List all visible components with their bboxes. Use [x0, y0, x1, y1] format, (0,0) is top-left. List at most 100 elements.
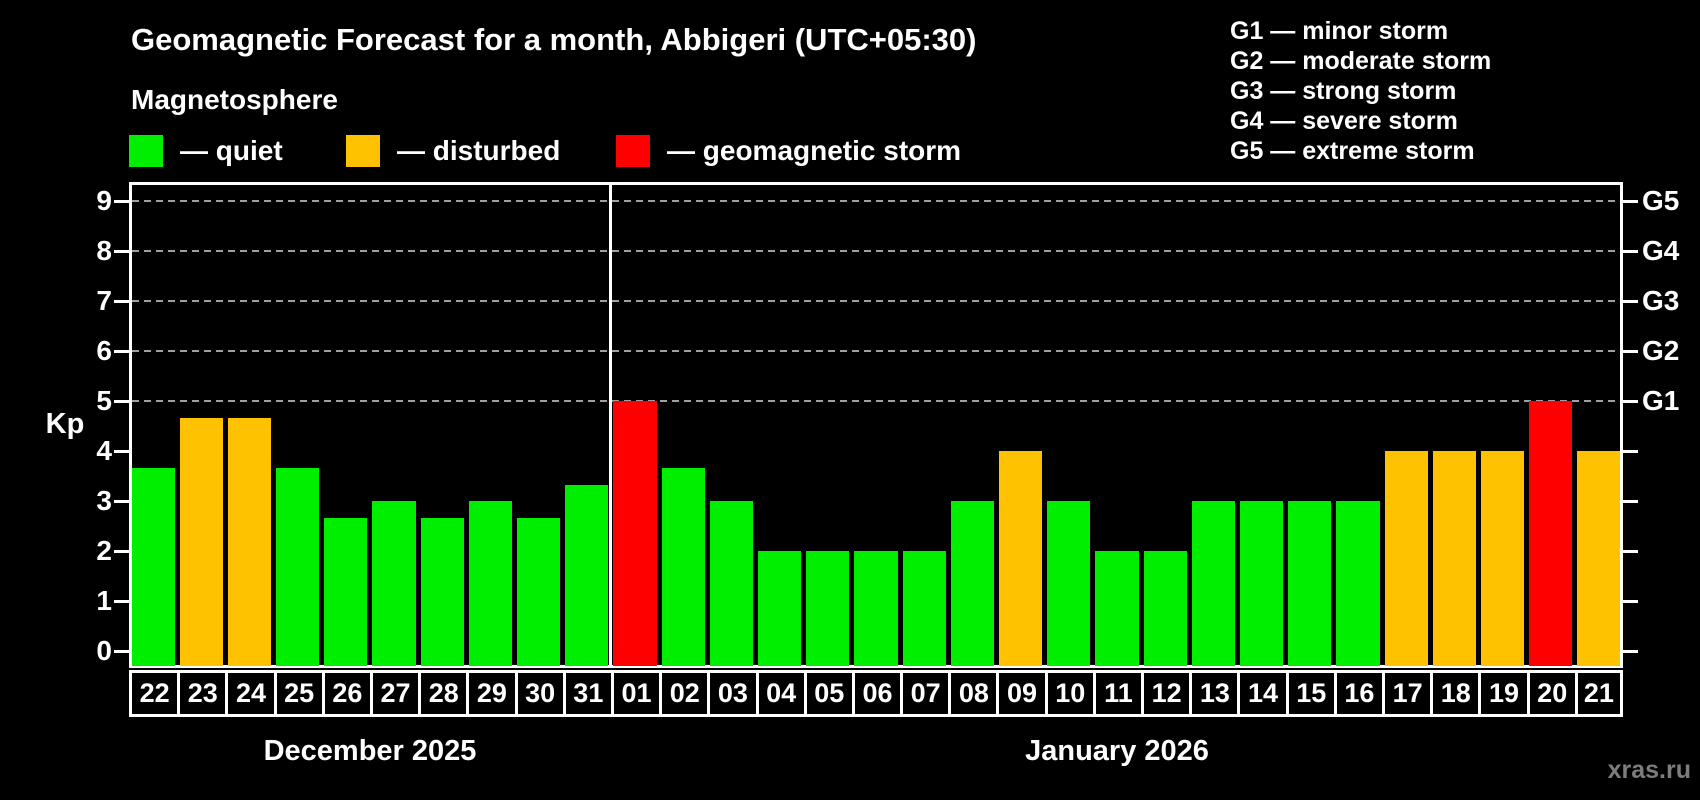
- y-tick-left: [114, 299, 129, 303]
- date-cell: 08: [948, 670, 1000, 717]
- month-label: January 2026: [1025, 735, 1209, 767]
- y-tick-label: 1: [96, 585, 112, 616]
- date-cell: 10: [1044, 670, 1096, 717]
- y-tick-right: [1623, 299, 1638, 303]
- legend-item-storm: — geomagnetic storm: [616, 135, 961, 167]
- y-tick-right: [1623, 199, 1638, 203]
- kp-bar: [1143, 551, 1187, 666]
- legend-label-storm: — geomagnetic storm: [667, 135, 962, 166]
- g-scale-label: G5: [1642, 185, 1680, 216]
- kp-bar: [1529, 401, 1573, 666]
- kp-bar: [324, 517, 368, 666]
- date-cell: 05: [803, 670, 855, 717]
- plot-area: [129, 182, 1623, 668]
- y-tick-label: 8: [96, 235, 112, 266]
- month-divider: [609, 185, 613, 665]
- legend-item-quiet: — quiet: [129, 135, 283, 167]
- kp-bar: [613, 401, 657, 666]
- legend-label-disturbed: — disturbed: [397, 135, 561, 166]
- gridline: [132, 300, 1620, 302]
- kp-bar: [1577, 451, 1621, 666]
- storm-color-swatch: [616, 135, 650, 167]
- date-cell: 12: [1141, 670, 1193, 717]
- watermark: xras.ru: [1607, 756, 1691, 784]
- date-cell: 24: [225, 670, 277, 717]
- date-cell: 17: [1382, 670, 1434, 717]
- y-tick-label: 6: [96, 335, 112, 366]
- y-tick-label: 4: [96, 435, 112, 466]
- y-tick-left: [114, 499, 129, 503]
- g-scale-label: G4: [1642, 235, 1680, 266]
- date-cell: 20: [1526, 670, 1578, 717]
- date-cell: 14: [1237, 670, 1289, 717]
- kp-bar: [420, 517, 464, 666]
- y-tick-label: 2: [96, 535, 112, 566]
- kp-bar: [227, 417, 272, 666]
- kp-bar: [854, 551, 898, 666]
- quiet-color-swatch: [129, 135, 163, 167]
- kp-bar: [1384, 451, 1428, 666]
- date-cell: 18: [1430, 670, 1482, 717]
- kp-bar: [1336, 501, 1380, 666]
- storm-scale-g3: G3 — strong storm: [1230, 77, 1457, 105]
- date-cell: 13: [1189, 670, 1241, 717]
- legend-item-disturbed: — disturbed: [346, 135, 560, 167]
- storm-scale-g2: G2 — moderate storm: [1230, 47, 1492, 75]
- month-label: December 2025: [263, 735, 477, 767]
- date-cell: 09: [996, 670, 1048, 717]
- date-cell: 21: [1574, 670, 1623, 717]
- y-tick-label: 3: [96, 485, 112, 516]
- date-cell: 02: [659, 670, 711, 717]
- gridline: [132, 250, 1620, 252]
- y-tick-right: [1623, 399, 1638, 403]
- kp-bar: [998, 451, 1043, 666]
- storm-scale-g1: G1 — minor storm: [1230, 17, 1449, 45]
- date-cell: 16: [1333, 670, 1386, 717]
- kp-bar: [1480, 451, 1525, 666]
- y-tick-right: [1623, 599, 1638, 603]
- gridline: [132, 400, 1620, 402]
- y-tick-right: [1623, 249, 1638, 253]
- disturbed-color-swatch: [346, 135, 380, 167]
- y-tick-right: [1623, 499, 1638, 503]
- kp-bar: [276, 467, 320, 666]
- y-tick-right: [1623, 349, 1638, 353]
- y-tick-right: [1623, 549, 1638, 553]
- g-scale-label: G3: [1642, 285, 1680, 316]
- kp-bar: [372, 501, 416, 666]
- y-tick-left: [114, 199, 129, 203]
- date-axis: 22 23 24 25 26 27 28 29 30 31 01 02 03 04 05 06 07 08 09 10…: [129, 670, 1623, 717]
- plot-border-right: [1620, 182, 1623, 668]
- plot-border-top: [129, 182, 1623, 185]
- date-cell: 26: [321, 670, 373, 717]
- date-cell: 06: [851, 670, 904, 717]
- kp-bar: [806, 551, 850, 666]
- gridline: [132, 200, 1620, 202]
- date-cell: 31: [562, 670, 614, 717]
- y-tick-left: [114, 549, 129, 553]
- date-cell: 11: [1092, 670, 1145, 717]
- y-tick-left: [114, 449, 129, 453]
- kp-bar: [131, 467, 175, 666]
- date-cell: 27: [369, 670, 422, 717]
- gridline: [132, 350, 1620, 352]
- date-cell: 07: [900, 670, 952, 717]
- kp-bar: [709, 501, 753, 666]
- date-cell: 30: [514, 670, 566, 717]
- y-tick-right: [1623, 449, 1638, 453]
- storm-scale-legend: G1 — minor storm G2 — moderate storm G3 …: [1230, 16, 1491, 166]
- y-tick-label: 0: [96, 635, 112, 666]
- kp-bar: [179, 417, 223, 666]
- kp-bar: [468, 501, 513, 666]
- storm-scale-g4: G4 — severe storm: [1230, 107, 1458, 135]
- y-tick-left: [114, 399, 129, 403]
- kp-bar: [758, 551, 802, 666]
- y-tick-right: [1623, 649, 1638, 653]
- y-tick-left: [114, 349, 129, 353]
- date-cell: 01: [610, 670, 663, 717]
- g-scale-label: G2: [1642, 335, 1680, 366]
- chart-subtitle: Magnetosphere: [131, 84, 338, 115]
- kp-bar: [1191, 501, 1235, 666]
- date-cell: 25: [273, 670, 325, 717]
- plot-border-left: [129, 182, 132, 668]
